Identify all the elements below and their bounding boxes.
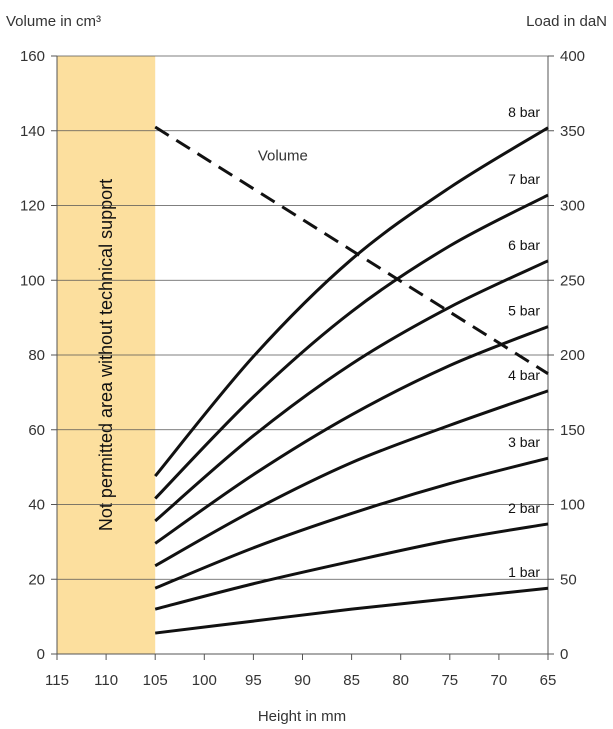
- x-tick-label: 80: [392, 672, 409, 689]
- y-right-tick-label: 350: [560, 123, 585, 140]
- right-axis-title: Load in daN: [526, 13, 607, 30]
- ticks: 0 20 40 60 80 100 120 140 160 0 50 100 150 200 250 300 3…: [20, 48, 585, 689]
- series-labels: Volume 1 bar 2 bar 3 bar 4 bar 5 bar 6 bar 7 ba…: [258, 104, 540, 580]
- load-label-5-bar: 5 bar: [508, 303, 540, 319]
- x-tick-label: 75: [441, 672, 458, 689]
- y-left-tick-label: 160: [20, 48, 45, 65]
- load-label-1-bar: 1 bar: [508, 564, 540, 580]
- left-axis-title: Volume in cm³: [6, 13, 101, 30]
- y-left-tick-label: 140: [20, 123, 45, 140]
- load-line-3-bar: [154, 456, 549, 590]
- y-right-tick-label: 400: [560, 48, 585, 65]
- y-left-tick-label: 0: [37, 646, 45, 663]
- y-right-tick-label: 250: [560, 272, 585, 289]
- x-tick-label: 100: [192, 672, 217, 689]
- x-tick-label: 85: [343, 672, 360, 689]
- load-label-4-bar: 4 bar: [508, 367, 540, 383]
- load-label-6-bar: 6 bar: [508, 237, 540, 253]
- x-tick-label: 105: [143, 672, 168, 689]
- x-tick-label: 90: [294, 672, 311, 689]
- load-line-6-bar: [154, 259, 549, 523]
- grid: [57, 55, 548, 580]
- y-right-tick-label: 0: [560, 646, 568, 663]
- y-left-tick-label: 60: [28, 422, 45, 439]
- y-right-tick-label: 50: [560, 571, 577, 588]
- load-label-8-bar: 8 bar: [508, 104, 540, 120]
- x-tick-label: 95: [245, 672, 262, 689]
- y-left-tick-label: 80: [28, 347, 45, 364]
- y-left-tick-label: 100: [20, 272, 45, 289]
- load-label-2-bar: 2 bar: [508, 500, 540, 516]
- x-tick-label: 65: [540, 672, 557, 689]
- x-axis-title: Height in mm: [258, 708, 346, 725]
- load-label-3-bar: 3 bar: [508, 434, 540, 450]
- load-label-7-bar: 7 bar: [508, 171, 540, 187]
- series: [154, 125, 549, 635]
- volume-line: [154, 125, 549, 375]
- load-line-7-bar: [154, 193, 549, 500]
- load-line-8-bar: [154, 126, 549, 478]
- x-tick-label: 110: [94, 672, 118, 689]
- load-line-4-bar: [154, 389, 549, 568]
- y-left-tick-label: 40: [28, 497, 45, 514]
- x-tick-label: 70: [491, 672, 508, 689]
- volume-label: Volume: [258, 148, 308, 165]
- load-line-5-bar: [154, 325, 549, 545]
- load-line-2-bar: [154, 522, 549, 611]
- y-left-tick-label: 120: [20, 198, 45, 215]
- y-left-tick-label: 20: [28, 571, 45, 588]
- y-right-tick-label: 100: [560, 497, 585, 514]
- load-line-1-bar: [155, 586, 549, 635]
- x-tick-label: 115: [45, 672, 69, 689]
- y-right-tick-label: 150: [560, 422, 585, 439]
- y-right-tick-label: 300: [560, 198, 585, 215]
- y-right-tick-label: 200: [560, 347, 585, 364]
